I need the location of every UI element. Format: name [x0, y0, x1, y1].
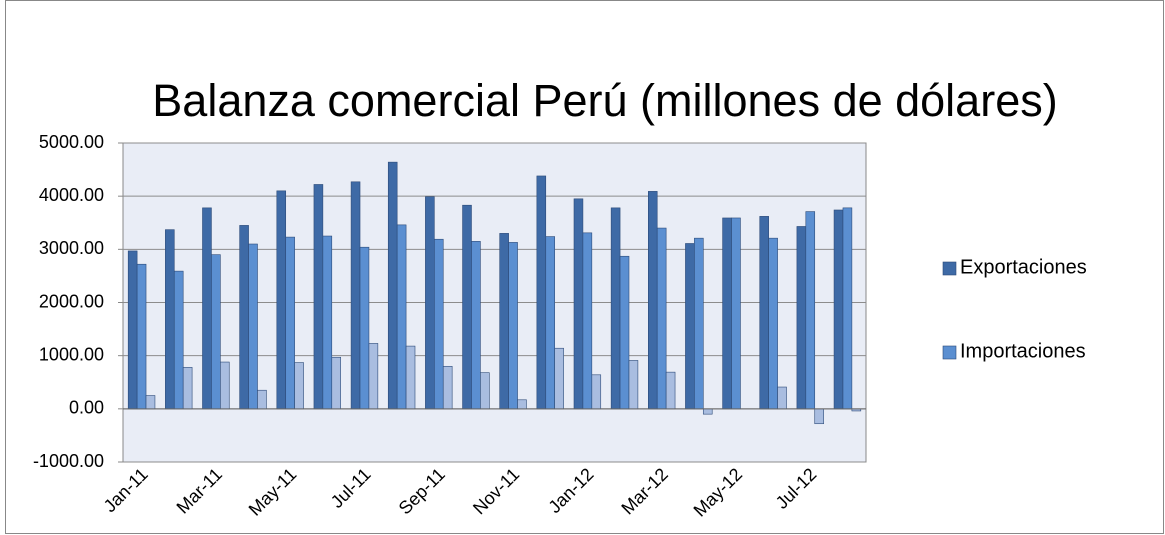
bar: [536, 175, 547, 410]
bar: [136, 263, 147, 410]
bar: [554, 347, 564, 410]
bar: [285, 236, 295, 410]
bar: [480, 372, 490, 410]
bar: [648, 191, 658, 410]
bar: [145, 395, 156, 410]
bar: [211, 254, 221, 410]
y-tick-label: 2000.00: [39, 291, 104, 311]
bar: [628, 360, 639, 410]
bar: [610, 207, 621, 410]
y-tick-label: 0.00: [69, 398, 104, 418]
legend-swatch: [942, 261, 957, 276]
bar: [359, 246, 370, 410]
y-tick-label: 5000.00: [39, 132, 104, 152]
bar: [768, 237, 778, 410]
bar: [294, 362, 304, 410]
bar: [759, 216, 769, 410]
bar: [731, 217, 741, 410]
bar: [499, 233, 509, 410]
bar: [833, 209, 844, 410]
y-tick-label: 4000.00: [39, 185, 104, 205]
bar: [796, 226, 807, 410]
bar: [350, 181, 361, 410]
legend-label: Exportaciones: [960, 256, 1087, 278]
bar: [619, 255, 630, 410]
bar: [722, 217, 732, 410]
bar: [702, 408, 713, 415]
bar: [396, 224, 407, 410]
bar: [405, 345, 416, 410]
bar: [434, 238, 444, 410]
bar: [387, 161, 398, 410]
bar: [842, 207, 853, 410]
bar: [573, 198, 584, 410]
bar: [462, 204, 472, 410]
bar: [777, 386, 787, 410]
bar: [173, 270, 184, 410]
bar: [442, 365, 453, 410]
bar: [220, 361, 230, 410]
bar: [582, 232, 593, 410]
bar: [685, 243, 695, 410]
chart-title: Balanza comercial Perú (millones de dóla…: [152, 75, 1057, 126]
bar: [257, 389, 267, 410]
bar: [239, 225, 249, 410]
bar: [276, 190, 287, 410]
bar: [165, 229, 175, 410]
bar: [805, 211, 816, 410]
bar: [665, 371, 676, 410]
bar: [694, 237, 704, 410]
bar: [508, 242, 518, 410]
bar: [202, 207, 212, 410]
bar: [517, 399, 527, 410]
bar: [322, 235, 333, 410]
y-tick-label: 3000.00: [39, 238, 104, 258]
bar: [545, 236, 555, 410]
bar: [656, 227, 667, 410]
bar: [313, 184, 324, 410]
bar: [425, 196, 435, 410]
bar: [591, 374, 602, 410]
y-tick-label: -1000.00: [33, 451, 104, 471]
bar: [248, 243, 258, 410]
bar: [471, 241, 481, 410]
y-tick-label: 1000.00: [39, 344, 104, 364]
bar: [814, 408, 824, 425]
bar: [127, 250, 138, 410]
bar: [368, 343, 379, 410]
bar: [331, 356, 341, 410]
legend-label: Importaciones: [960, 340, 1086, 362]
bar: [182, 367, 193, 410]
legend-swatch: [942, 345, 957, 360]
